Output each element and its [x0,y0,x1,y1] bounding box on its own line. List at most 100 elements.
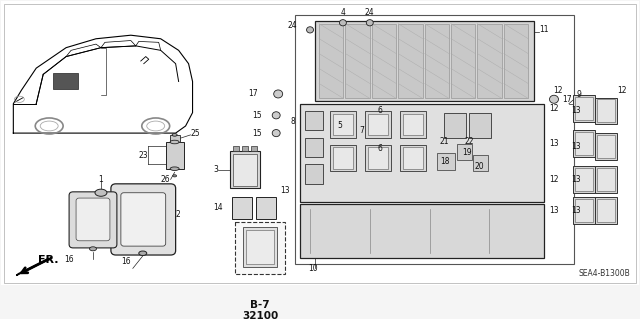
Bar [398,24,422,98]
Bar [236,222,285,274]
Bar [243,227,277,267]
Bar [53,73,78,89]
Text: 22: 22 [465,137,474,145]
Text: 4: 4 [340,8,346,17]
Bar [330,145,356,171]
Bar [295,15,574,264]
Text: 11: 11 [539,26,548,34]
Text: 3: 3 [214,165,218,174]
Ellipse shape [170,140,179,144]
Ellipse shape [170,167,179,170]
Bar [256,197,276,219]
Text: 24: 24 [365,8,374,17]
Bar [305,164,323,184]
Text: 12: 12 [554,86,563,95]
Text: B-7: B-7 [250,300,270,310]
Text: 2: 2 [175,211,180,219]
Text: 21: 21 [440,137,449,145]
Bar [399,145,426,171]
Text: 23: 23 [138,151,148,160]
Text: 15: 15 [253,129,262,137]
Bar [596,199,614,222]
Text: 19: 19 [463,148,472,157]
Text: 6: 6 [378,106,382,115]
Text: 17: 17 [249,89,259,99]
Text: 13: 13 [572,106,581,115]
Bar [469,113,492,137]
Bar [575,97,593,120]
Bar [596,99,614,122]
Text: 6: 6 [378,144,382,153]
Text: 13: 13 [549,139,559,148]
Bar [399,111,426,137]
Bar [346,24,370,98]
Text: 8: 8 [291,117,295,126]
Bar [333,147,353,169]
Text: 12: 12 [617,86,626,95]
Bar [573,166,595,193]
FancyBboxPatch shape [76,198,110,241]
Ellipse shape [339,20,346,26]
Text: 16: 16 [121,257,131,266]
Bar [575,199,593,222]
Ellipse shape [139,251,147,256]
Bar [596,135,614,158]
Ellipse shape [550,95,559,103]
FancyBboxPatch shape [121,193,166,246]
Text: 9: 9 [577,90,582,99]
Bar [444,113,467,137]
Bar [595,133,617,160]
Ellipse shape [173,175,177,177]
Text: 15: 15 [253,111,262,120]
Text: 7: 7 [360,126,364,135]
Bar [166,142,184,169]
Text: 1: 1 [99,175,103,184]
Bar [300,104,544,202]
Text: 13: 13 [280,186,290,195]
Bar [170,135,180,142]
Bar [575,168,593,191]
Ellipse shape [172,134,177,136]
Bar [246,230,274,264]
Bar [573,95,595,122]
Bar [234,153,257,186]
Text: 12: 12 [550,104,559,113]
Text: 13: 13 [572,175,581,184]
Bar [368,147,388,169]
Bar [573,197,595,224]
Bar [403,147,422,169]
Ellipse shape [272,112,280,119]
Text: SEA4-B1300B: SEA4-B1300B [579,269,630,278]
Bar [474,155,488,171]
Text: 14: 14 [213,203,223,212]
Text: 12: 12 [550,175,559,184]
Text: 17: 17 [562,95,572,104]
Ellipse shape [90,247,97,251]
Bar [243,146,248,151]
Bar [252,146,257,151]
Bar [458,144,472,160]
Text: 18: 18 [440,157,449,166]
Text: 24: 24 [287,21,297,30]
Text: 32100: 32100 [242,311,278,319]
Bar [595,197,617,224]
Bar [305,137,323,157]
Ellipse shape [307,27,314,33]
Text: 13: 13 [572,206,581,215]
Bar [596,168,614,191]
Bar [403,114,422,135]
Bar [230,151,260,188]
Bar [438,153,456,170]
Bar [595,166,617,193]
Text: 20: 20 [474,161,484,171]
Bar [424,24,449,98]
Bar [504,24,528,98]
Text: 13: 13 [549,206,559,215]
FancyBboxPatch shape [69,192,117,248]
Bar [451,24,476,98]
Bar [234,146,239,151]
Bar [330,111,356,137]
Bar [365,111,390,137]
Bar [315,21,534,101]
Text: 10: 10 [308,264,317,273]
